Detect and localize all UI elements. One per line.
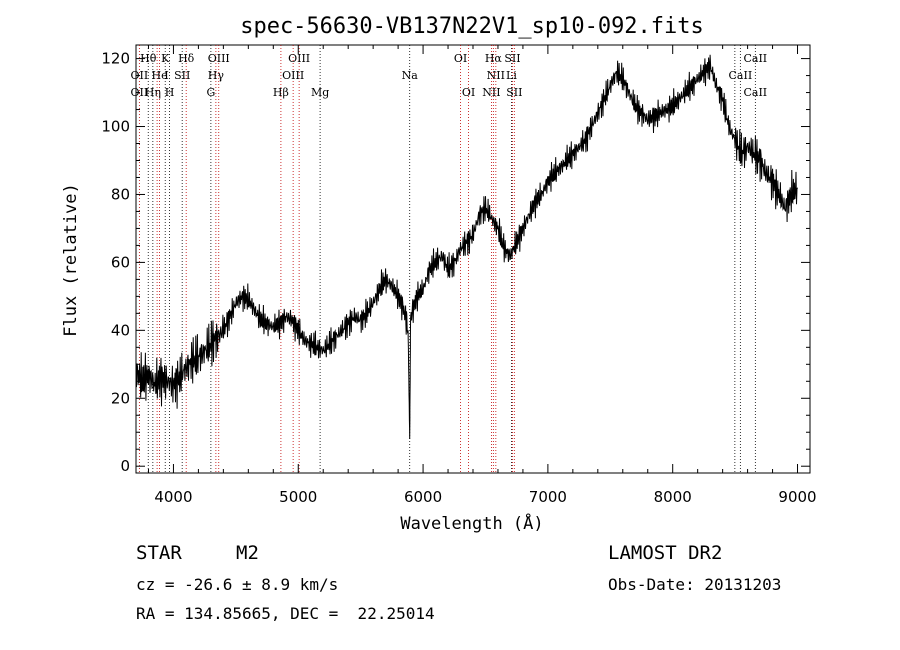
spectral-line-label: Mg <box>311 86 329 99</box>
object-subclass: M2 <box>236 542 259 564</box>
spectral-line-label: CaII <box>743 52 767 65</box>
spectral-line-label: SII <box>506 86 522 99</box>
y-tick-label: 120 <box>101 50 130 68</box>
spectral-line-label: NII <box>482 86 500 99</box>
x-axis-title: Wavelength (Å) <box>400 512 543 534</box>
observation-date: Obs-Date: 20131203 <box>608 575 782 594</box>
x-tick-label: 4000 <box>154 488 192 506</box>
spectral-line-label: OIII <box>282 69 304 82</box>
y-tick-label: 20 <box>111 389 130 407</box>
survey-name: LAMOST DR2 <box>608 542 723 564</box>
spectral-line-label: OI <box>462 86 475 99</box>
plot-frame <box>135 44 811 474</box>
spectral-line-label: OI <box>454 52 467 65</box>
object-class: STAR <box>136 542 182 564</box>
x-tick-label: 5000 <box>279 488 317 506</box>
spectral-line-label: Hβ <box>273 86 289 99</box>
x-tick-label: 9000 <box>778 488 816 506</box>
spectral-line-label: Na <box>402 69 419 82</box>
spectral-line-label: OIII <box>208 52 230 65</box>
y-tick-label: 60 <box>111 253 130 271</box>
y-axis-title: Flux (relative) <box>61 183 81 337</box>
spectral-line-label: I <box>164 69 168 82</box>
spectral-line-label: OIII <box>288 52 310 65</box>
x-axis: 4000 5000 6000 7000 8000 9000 <box>147 45 817 506</box>
spectral-line-label: K <box>161 52 170 65</box>
y-tick-label: 80 <box>111 185 130 203</box>
chart-title: spec-56630-VB137N22V1_sp10-092.fits <box>240 14 704 39</box>
spectral-line-label: H <box>165 86 175 99</box>
y-tick-label: 40 <box>111 321 130 339</box>
spectral-line-label: Hη <box>145 86 161 99</box>
spectral-line-label: He <box>152 69 168 82</box>
spectral-line-label: NII <box>487 69 505 82</box>
spectral-line-label: SII <box>174 69 190 82</box>
spectral-line-label: SII <box>504 52 520 65</box>
spectral-line-label: CaII <box>729 69 753 82</box>
x-tick-label: 7000 <box>529 488 567 506</box>
y-tick-label: 100 <box>101 118 130 136</box>
coordinates: RA = 134.85665, DEC = 22.25014 <box>136 604 435 623</box>
x-tick-label: 6000 <box>404 488 442 506</box>
spectral-line-label: Hγ <box>208 69 225 82</box>
redshift-velocity: cz = -26.6 ± 8.9 km/s <box>136 575 339 594</box>
spectral-line-label: Hθ <box>140 52 157 65</box>
spectral-line-label: CaII <box>743 86 767 99</box>
y-axis: 0 20 40 60 80 100 120 <box>101 50 810 475</box>
y-tick-label: 0 <box>120 457 130 475</box>
spectral-line-label: Hδ <box>178 52 195 65</box>
spectral-line-label: Li <box>506 69 517 82</box>
spectral-line-label: Hα <box>485 52 503 65</box>
spectral-line-markers <box>138 45 756 473</box>
x-tick-label: 8000 <box>654 488 692 506</box>
spectral-line-label: G <box>206 86 215 99</box>
spectrum-line <box>135 54 798 440</box>
